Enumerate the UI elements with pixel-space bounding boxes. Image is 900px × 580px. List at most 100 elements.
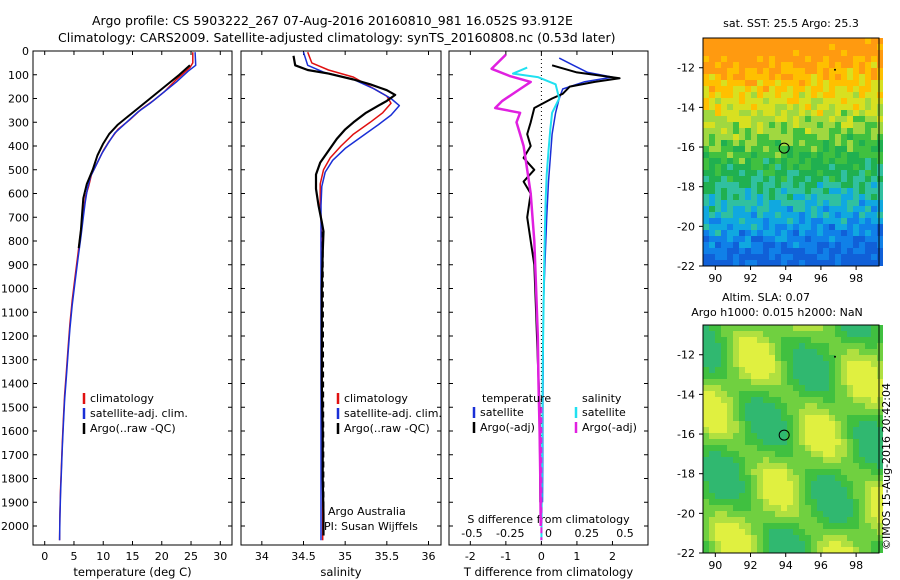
sst-y-tick-label: -12 bbox=[677, 62, 695, 75]
y-tick-label: 200 bbox=[8, 93, 29, 106]
x-tick-label: 30 bbox=[213, 550, 227, 563]
sst-argo-marker bbox=[778, 142, 790, 154]
sla-x-tick-label: 96 bbox=[814, 559, 828, 572]
x2-axis-label: S difference from climatology bbox=[467, 513, 630, 526]
series-line-climatology bbox=[58, 52, 194, 541]
y-tick-label: 1500 bbox=[1, 401, 29, 414]
sst-reference-dot bbox=[834, 68, 836, 71]
annotation-argo-australia: Argo Australia bbox=[328, 505, 406, 518]
salinity-legend-label: Argo(..raw -QC) bbox=[344, 422, 430, 435]
series-line-argo-raw-qc- bbox=[77, 64, 191, 249]
sst-map-frame bbox=[702, 37, 880, 267]
sla-map-grid bbox=[703, 325, 883, 553]
sst-x-tick-label: 98 bbox=[849, 272, 863, 285]
sst-map-title: sat. SST: 25.5 Argo: 25.3 bbox=[723, 17, 859, 30]
header-line1: Argo profile: CS 5903222_267 07-Aug-2016… bbox=[92, 13, 573, 28]
y-tick-label: 1200 bbox=[1, 330, 29, 343]
x-tick-label: 25 bbox=[184, 550, 198, 563]
sst-y-tick-label: -18 bbox=[677, 181, 695, 194]
y-tick-label: 1000 bbox=[1, 283, 29, 296]
x2-tick-label: 0.5 bbox=[616, 527, 634, 540]
salinity-legend-label: climatology bbox=[344, 392, 408, 405]
y-tick-label: 1900 bbox=[1, 496, 29, 509]
temperature-legend-label: Argo(..raw -QC) bbox=[90, 422, 176, 435]
sla-argo-marker bbox=[778, 429, 790, 441]
header-line2: Climatology: CARS2009. Satellite-adjuste… bbox=[58, 30, 616, 45]
x-tick-label: 15 bbox=[126, 550, 140, 563]
sla-reference-dot bbox=[834, 355, 836, 358]
sst-map-grid bbox=[703, 38, 883, 266]
sla-y-tick-label: -22 bbox=[677, 547, 695, 560]
x-tick-label: 34 bbox=[255, 550, 269, 563]
x-axis-label: temperature (deg C) bbox=[73, 565, 191, 579]
y-tick-label: 1700 bbox=[1, 449, 29, 462]
difference-sal-legend-label: Argo(-adj) bbox=[582, 421, 637, 434]
sla-x-tick-label: 98 bbox=[849, 559, 863, 572]
x-tick-label: 2 bbox=[609, 550, 616, 563]
sla-map-subtitle: Argo h1000: 0.015 h2000: NaN bbox=[691, 306, 863, 319]
plot-frame-salinity bbox=[240, 50, 442, 546]
sst-x-tick-label: 94 bbox=[779, 272, 793, 285]
sla-y-tick-label: -14 bbox=[677, 388, 695, 401]
y-tick-label: 800 bbox=[8, 235, 29, 248]
x-tick-label: 34.5 bbox=[291, 550, 316, 563]
x-tick-label: 0 bbox=[538, 550, 545, 563]
difference-sal-legend-label: satellite bbox=[582, 406, 626, 419]
salinity-legend-label: satellite-adj. clim. bbox=[344, 407, 442, 420]
sla-y-tick-label: -18 bbox=[677, 468, 695, 481]
y-tick-label: 700 bbox=[8, 211, 29, 224]
x-axis-label: T difference from climatology bbox=[463, 565, 634, 579]
x-tick-label: 35.5 bbox=[375, 550, 400, 563]
sla-x-tick-label: 92 bbox=[744, 559, 758, 572]
y-tick-label: 900 bbox=[8, 259, 29, 272]
y-tick-label: 1600 bbox=[1, 425, 29, 438]
series-line-temperature-satellite bbox=[541, 57, 614, 503]
y-tick-label: 400 bbox=[8, 140, 29, 153]
x-tick-label: -1 bbox=[500, 550, 511, 563]
series-line-argo-raw-qc- bbox=[292, 55, 397, 536]
difference-legend-title-temperature: temperature bbox=[482, 392, 551, 405]
x2-tick-label: -0.25 bbox=[496, 527, 524, 540]
sst-y-tick-label: -16 bbox=[677, 141, 695, 154]
x-tick-label: 20 bbox=[155, 550, 169, 563]
y-tick-label: 1400 bbox=[1, 378, 29, 391]
sla-x-tick-label: 90 bbox=[708, 559, 722, 572]
series-line-temperature-argo-adj- bbox=[522, 64, 621, 503]
temperature-legend-label: satellite-adj. clim. bbox=[90, 407, 188, 420]
difference-legend-title-salinity: salinity bbox=[582, 392, 622, 405]
y-tick-label: 600 bbox=[8, 188, 29, 201]
sst-y-tick-label: -14 bbox=[677, 101, 695, 114]
x-tick-label: 10 bbox=[96, 550, 110, 563]
series-line-salinity-argo-adj- bbox=[490, 53, 542, 527]
sst-y-tick-label: -20 bbox=[677, 220, 695, 233]
argo-dashed-line bbox=[321, 231, 325, 515]
x2-tick-label: -0.5 bbox=[461, 527, 482, 540]
sla-map-title: Altim. SLA: 0.07 bbox=[722, 291, 810, 304]
y-tick-label: 0 bbox=[22, 45, 29, 58]
series-line-satellite-adj-clim- bbox=[58, 52, 197, 541]
y-tick-label: 500 bbox=[8, 164, 29, 177]
x-tick-label: 5 bbox=[70, 550, 77, 563]
difference-temp-legend-label: Argo(-adj) bbox=[480, 421, 535, 434]
x-tick-label: -2 bbox=[465, 550, 476, 563]
annotation-pi: PI: Susan Wijffels bbox=[324, 520, 418, 533]
y-tick-label: 1800 bbox=[1, 473, 29, 486]
sla-map-frame bbox=[702, 324, 880, 554]
x2-tick-label: 0 bbox=[545, 527, 552, 540]
x-axis-label: salinity bbox=[320, 565, 361, 579]
sla-y-tick-label: -12 bbox=[677, 349, 695, 362]
plot-frame-temperature bbox=[32, 50, 233, 546]
temperature-legend-label: climatology bbox=[90, 392, 154, 405]
sst-x-tick-label: 96 bbox=[814, 272, 828, 285]
sst-x-tick-label: 92 bbox=[744, 272, 758, 285]
x-tick-label: 1 bbox=[573, 550, 580, 563]
y-tick-label: 300 bbox=[8, 116, 29, 129]
sla-y-tick-label: -20 bbox=[677, 507, 695, 520]
sla-x-tick-label: 94 bbox=[779, 559, 793, 572]
difference-temp-legend-label: satellite bbox=[480, 406, 524, 419]
x-tick-label: 36 bbox=[422, 550, 436, 563]
x2-tick-label: 0.25 bbox=[575, 527, 600, 540]
credit-text: ©IMOS 15-Aug-2016 20:42:04 bbox=[880, 383, 893, 550]
x-tick-label: 0 bbox=[41, 550, 48, 563]
